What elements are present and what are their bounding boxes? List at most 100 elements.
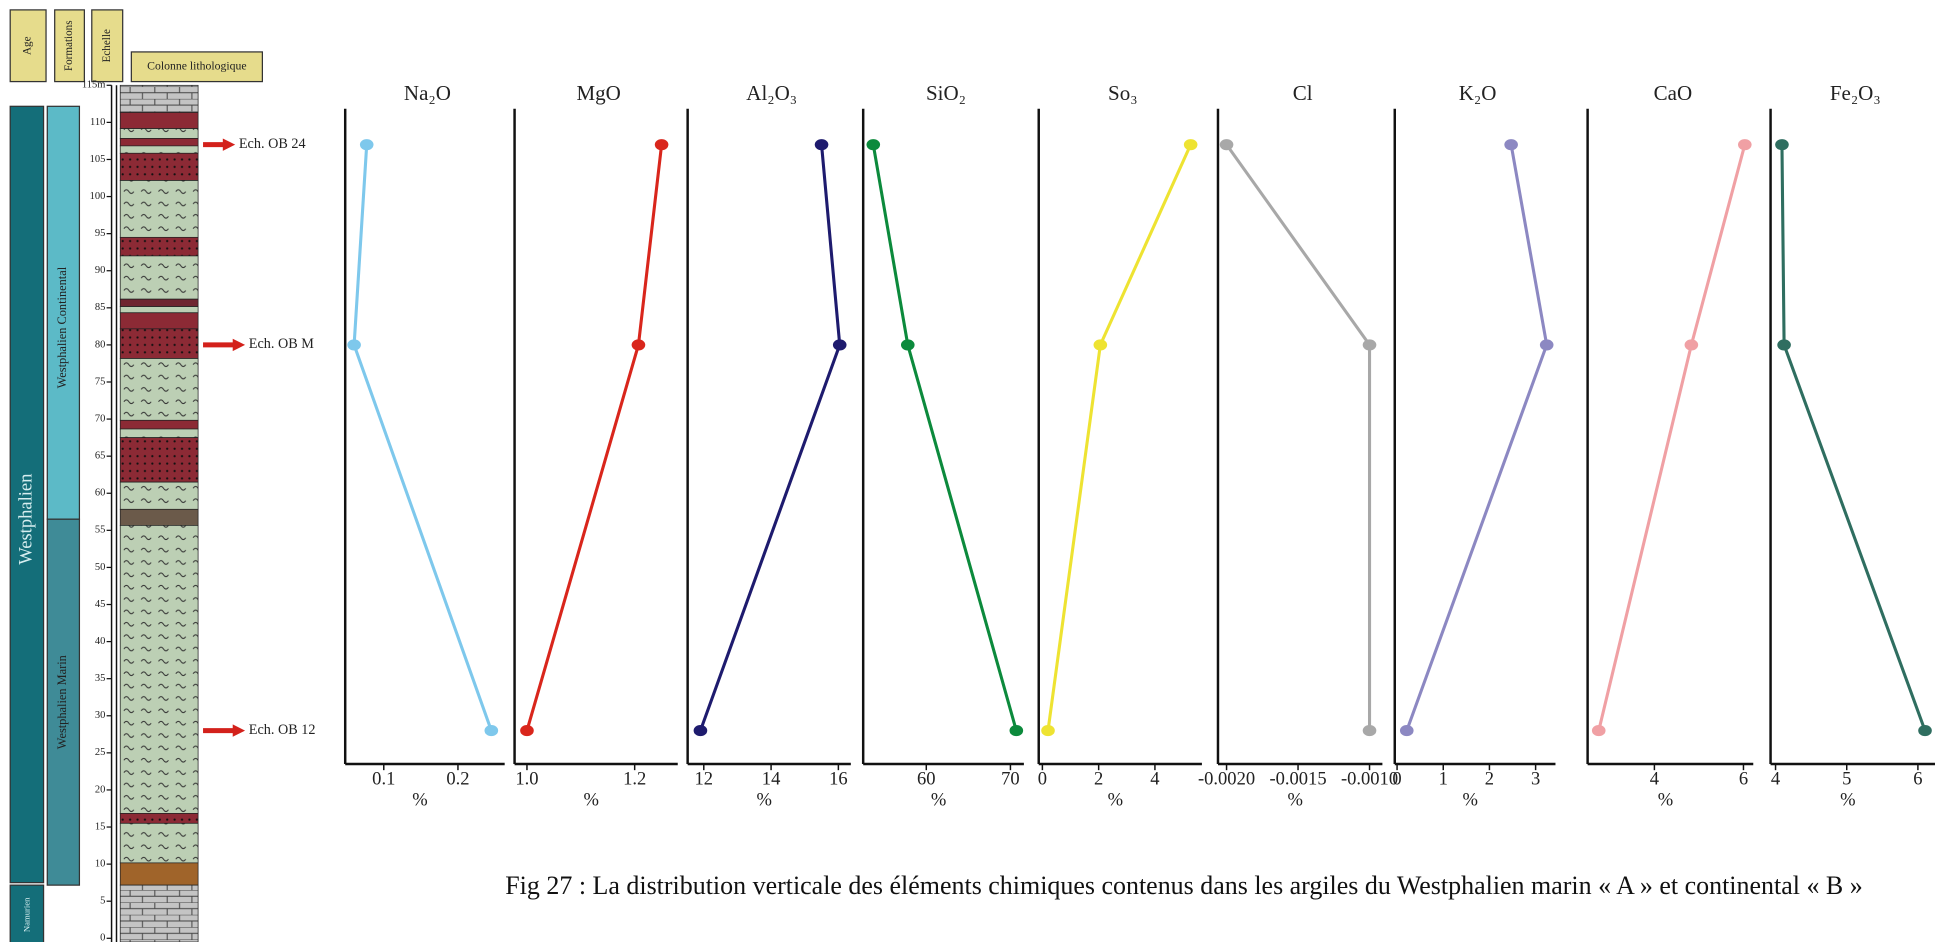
depth-tick-label: 100 (90, 191, 106, 202)
data-point (1183, 139, 1198, 151)
data-point (866, 139, 881, 151)
header-box (54, 9, 85, 83)
x-axis-label: % (1658, 789, 1673, 810)
depth-tick-label: 95 (95, 228, 106, 239)
caption-box: Fig 27 : La distribution verticale des é… (505, 870, 1862, 900)
x-tick-label: 60 (917, 768, 936, 789)
litho-layer (119, 84, 199, 113)
header-box (130, 51, 263, 83)
depth-tick-label: 65 (95, 451, 106, 462)
header-label: Echelle (101, 29, 113, 62)
x-tick-label: 2 (1485, 768, 1494, 789)
x-tick-label: 1.0 (515, 768, 538, 789)
data-point (1362, 725, 1377, 737)
data-point (1399, 725, 1414, 737)
chart-title: Na₂O (404, 81, 451, 105)
formation-label: Westphalien Marin (55, 655, 69, 749)
litho-layer (119, 328, 199, 359)
litho-layer (119, 312, 199, 330)
profile-line (698, 144, 842, 732)
x-tick-label: 12 (695, 768, 714, 789)
depth-tick-label: 0 (100, 933, 105, 942)
x-tick-label: 70 (1001, 768, 1020, 789)
x-tick-label: -0.0015 (1269, 768, 1326, 789)
litho-layer (119, 306, 199, 314)
sample-label: Ech. OB M (249, 336, 314, 352)
litho-layer (119, 862, 199, 886)
data-point (1684, 339, 1699, 351)
header-label: Age (22, 36, 34, 55)
depth-tick-label: 105 (90, 154, 106, 165)
data-point (900, 339, 915, 351)
sample-label: Ech. OB 24 (239, 136, 306, 152)
data-point (1918, 725, 1932, 737)
x-tick-label: 1.2 (623, 768, 646, 789)
litho-layer (119, 481, 199, 510)
data-point (1093, 339, 1108, 351)
litho-layer (119, 145, 199, 154)
x-tick-label: 0.1 (372, 768, 395, 789)
litho-layer (119, 138, 199, 147)
x-tick-label: 6 (1913, 768, 1922, 789)
litho-layer (119, 428, 199, 438)
data-point (484, 725, 499, 737)
profile-line (525, 144, 664, 732)
x-tick-label: 16 (829, 768, 848, 789)
profile-line (1405, 144, 1549, 732)
data-point (1504, 139, 1518, 151)
data-point (654, 139, 669, 151)
x-axis-label: % (1108, 789, 1123, 810)
depth-tick-label: 55 (95, 525, 106, 536)
chart-title: So₃ (1108, 81, 1138, 105)
strat-column: Age Formations Echelle Colonne lithologique… (9, 9, 316, 942)
profile-line (1780, 144, 1927, 732)
data-point (693, 725, 708, 737)
data-point (1009, 725, 1024, 737)
x-axis-label: % (1462, 789, 1477, 810)
litho-layer (119, 525, 199, 814)
data-point (520, 725, 534, 737)
litho-layer (119, 822, 199, 864)
depth-tick-label: 50 (95, 562, 106, 573)
data-point (1777, 339, 1791, 351)
data-point (1539, 339, 1554, 351)
formation-label: Westphalien Continental (55, 266, 69, 388)
sample-arrow-head (232, 724, 246, 737)
litho-layer (119, 180, 199, 238)
formation-bar (46, 105, 81, 520)
age-label: Namurien (21, 897, 31, 932)
x-tick-label: 1 (1439, 768, 1448, 789)
depth-tick-label: 110 (90, 117, 105, 128)
depth-tick-label: 10 (95, 859, 106, 870)
x-tick-label: 2 (1094, 768, 1103, 789)
litho-layer (119, 813, 199, 824)
data-point (814, 139, 829, 151)
depth-tick-label: 115m (82, 80, 106, 91)
depth-tick-label: 5 (100, 896, 105, 907)
data-point (1041, 725, 1055, 737)
depth-tick-label: 75 (95, 376, 106, 387)
sample-label: Ech. OB 12 (249, 722, 316, 738)
data-point (1591, 725, 1606, 737)
age-label: Westphalien (16, 474, 37, 565)
litho-layer (119, 508, 199, 526)
litho-layer (119, 437, 199, 483)
chart-title: SiO₂ (926, 81, 966, 105)
x-tick-label: 4 (1150, 768, 1159, 789)
header-box (91, 9, 124, 83)
data-point (1219, 139, 1234, 151)
data-point (359, 139, 374, 151)
header-box (9, 9, 47, 83)
x-axis-label: % (412, 789, 427, 810)
x-tick-label: 4 (1650, 768, 1659, 789)
profile-line (1046, 144, 1193, 731)
formation-bar (46, 518, 81, 886)
data-point (832, 339, 847, 351)
x-axis-label: % (757, 789, 772, 810)
depth-tick-label: 80 (95, 339, 106, 350)
data-point (347, 339, 361, 351)
sample-arrow-head (222, 138, 236, 151)
